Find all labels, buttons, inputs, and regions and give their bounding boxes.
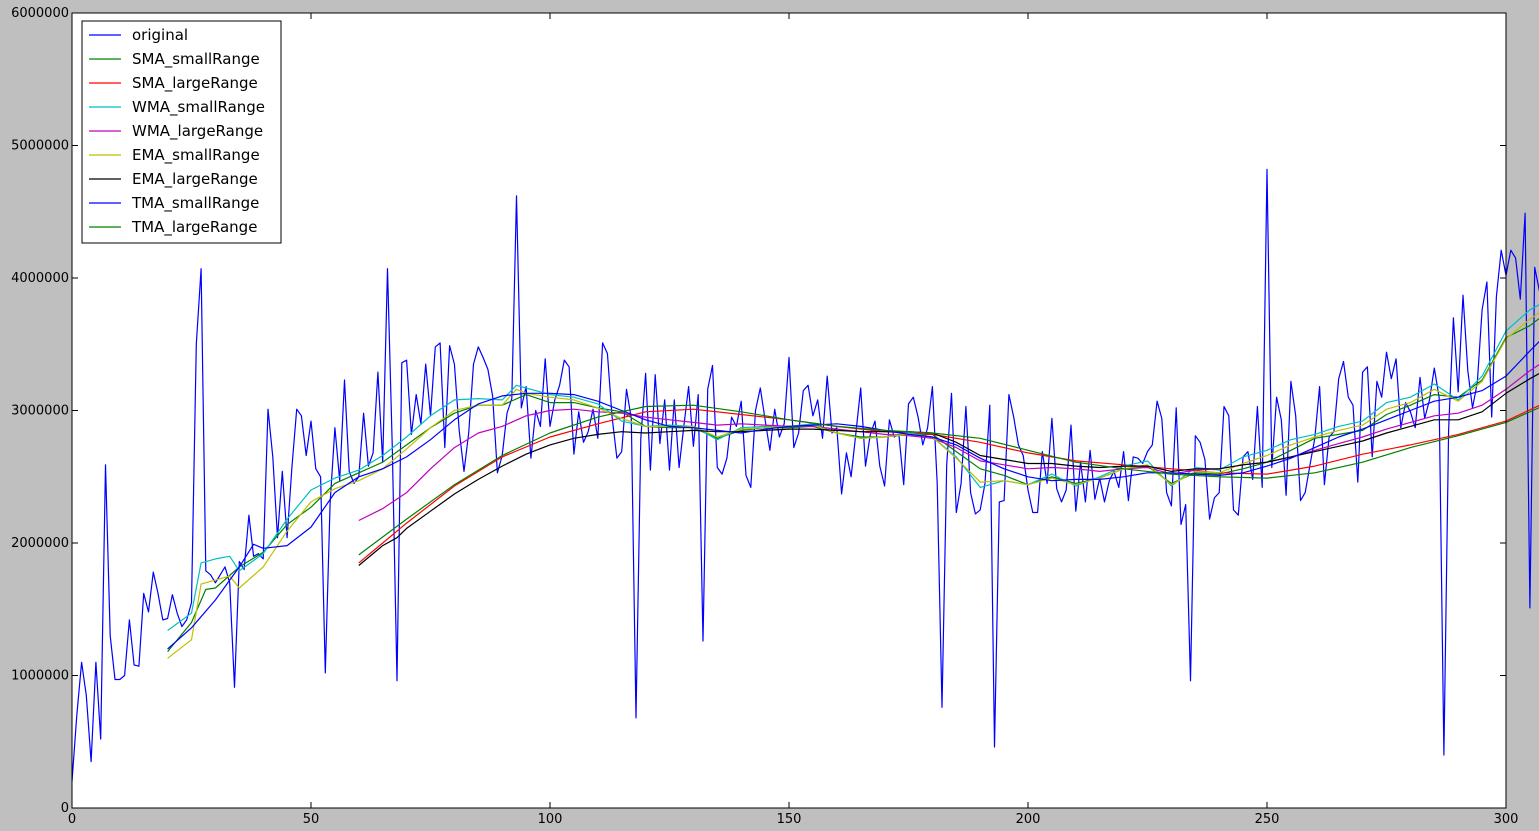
legend-label-TMA_smallRange: TMA_smallRange <box>131 194 259 213</box>
y-tick-label: 5000000 <box>11 139 69 154</box>
y-tick-label: 3000000 <box>11 404 69 419</box>
legend: original SMA_smallRange SMA_largeRange WMA_… <box>81 20 282 244</box>
legend-label-SMA_smallRange: SMA_smallRange <box>132 50 260 69</box>
plot-frame <box>71 12 1507 809</box>
x-tick-label: 50 <box>303 812 320 827</box>
x-tick-label: 200 <box>1016 812 1041 827</box>
series-layer <box>71 168 1539 782</box>
x-tick-label: 0 <box>68 812 76 827</box>
legend-label-EMA_smallRange: EMA_smallRange <box>132 146 260 165</box>
y-tick-label: 2000000 <box>11 536 69 551</box>
y-tick-label: 6000000 <box>11 6 69 21</box>
series-line-EMA_smallRange <box>167 312 1539 659</box>
series-line-TMA_largeRange <box>358 404 1539 556</box>
series-line-SMA_largeRange <box>358 404 1539 564</box>
x-tick-label: 150 <box>777 812 802 827</box>
y-tick-label: 1000000 <box>11 669 69 684</box>
x-tick-label: 250 <box>1255 812 1280 827</box>
y-axis: 0 1000000 2000000 3000000 4000000 5000000 6000… <box>11 6 1506 816</box>
legend-label-EMA_largeRange: EMA_largeRange <box>132 170 258 189</box>
x-tick-label: 100 <box>538 812 563 827</box>
plot-area <box>72 13 1506 808</box>
legend-label-WMA_smallRange: WMA_smallRange <box>132 98 265 117</box>
legend-label-original: original <box>132 26 188 44</box>
x-tick-label: 300 <box>1494 812 1519 827</box>
series-line-original <box>71 168 1539 782</box>
legend-label-TMA_largeRange: TMA_largeRange <box>131 218 257 237</box>
series-line-EMA_largeRange <box>358 372 1539 566</box>
y-tick-label: 4000000 <box>11 271 69 286</box>
legend-label-SMA_largeRange: SMA_largeRange <box>132 74 258 93</box>
legend-label-WMA_largeRange: WMA_largeRange <box>132 122 263 141</box>
legend-box <box>81 20 282 244</box>
y-tick-label: 0 <box>61 801 69 816</box>
